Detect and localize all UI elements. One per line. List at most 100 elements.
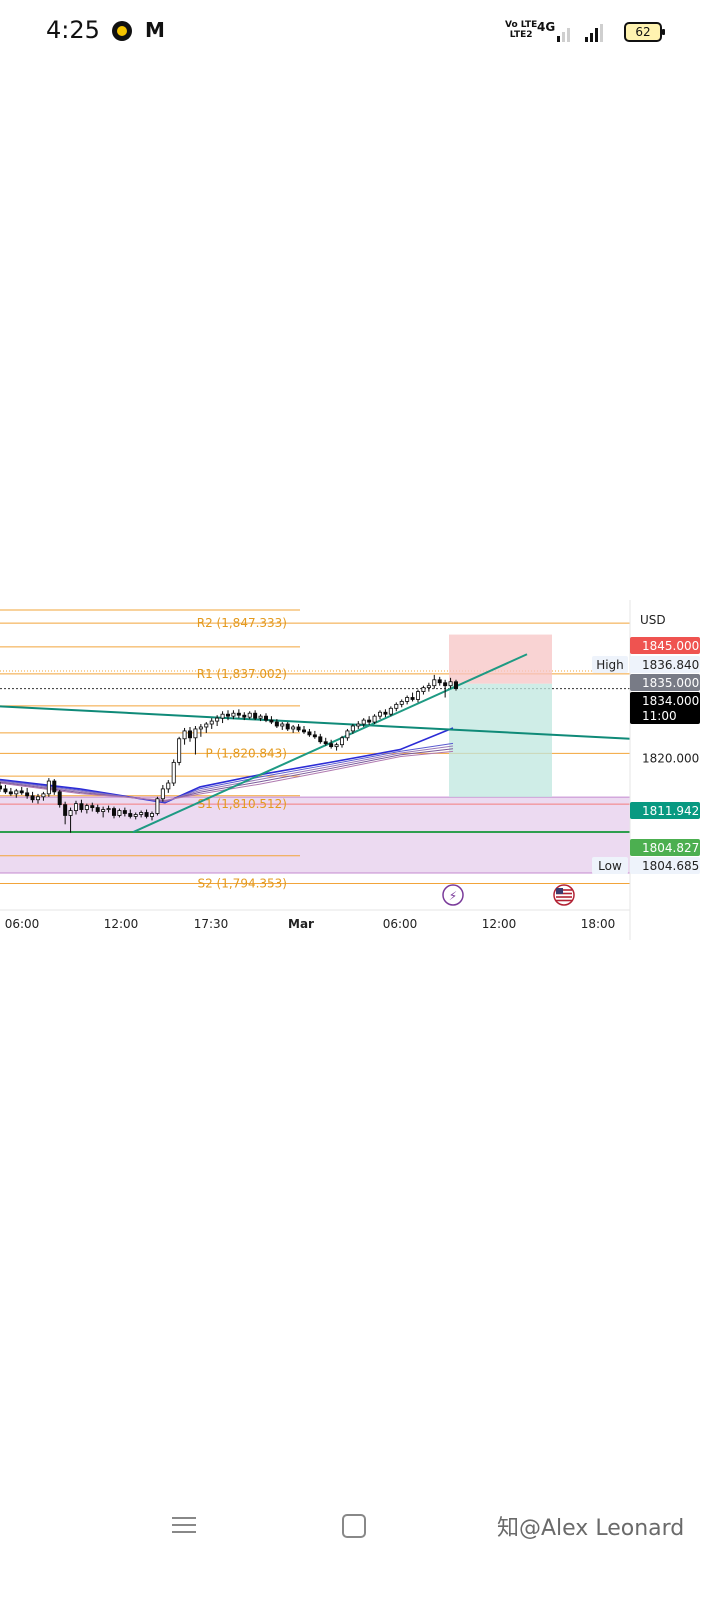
candle-body-31 <box>167 783 170 789</box>
candle-body-59 <box>319 737 322 742</box>
candle-body-26 <box>140 813 143 815</box>
zone-band <box>0 797 630 873</box>
time-tick-2: 17:30 <box>194 917 229 931</box>
candle-body-22 <box>118 811 121 816</box>
status-time: 4:25 <box>46 16 100 44</box>
candle-body-2 <box>9 792 12 794</box>
candle-body-47 <box>254 713 257 718</box>
network-type: 4G <box>537 20 555 34</box>
signal-strength-sim1-icon <box>557 24 577 42</box>
candle-body-71 <box>384 712 387 714</box>
price-chart[interactable]: R2 (1,847.333) R1 (1,837.002) P (1,820.843… <box>0 600 720 940</box>
candle-body-14 <box>74 804 77 811</box>
candle-body-9 <box>47 781 50 794</box>
candle-body-35 <box>188 731 191 738</box>
candle-body-51 <box>275 722 278 726</box>
candle-body-10 <box>53 781 56 792</box>
time-tick-3: Mar <box>288 917 314 931</box>
candle-body-0 <box>0 786 2 789</box>
candle-body-42 <box>226 714 229 716</box>
battery-icon: 62 <box>624 22 662 42</box>
candle-body-41 <box>221 714 224 718</box>
candle-body-34 <box>183 731 186 739</box>
candle-body-56 <box>302 730 305 732</box>
candle-body-37 <box>199 727 202 729</box>
candle-body-66 <box>357 724 360 726</box>
price-tag-value-6: 1804.685 <box>642 859 699 873</box>
candle-body-15 <box>80 804 83 810</box>
volte-line1: Vo LTE <box>505 20 537 30</box>
price-tag-value-4: 1811.942 <box>642 804 699 818</box>
candle-body-84 <box>454 682 457 689</box>
candle-body-82 <box>444 683 447 686</box>
watermark-text: 知@Alex Leonard <box>497 1510 684 1542</box>
candle-body-3 <box>15 791 18 794</box>
time-tick-6: 18:00 <box>581 917 616 931</box>
candle-body-43 <box>232 713 235 716</box>
stop-zone <box>449 635 552 684</box>
candle-body-32 <box>172 762 175 783</box>
candle-body-64 <box>346 731 349 738</box>
candle-body-52 <box>281 724 284 726</box>
candle-body-40 <box>216 718 219 721</box>
candle-body-83 <box>449 682 452 686</box>
candle-body-50 <box>270 720 273 722</box>
candle-body-12 <box>64 805 67 816</box>
candle-body-17 <box>91 806 94 808</box>
candle-body-1 <box>4 789 7 792</box>
time-tick-0: 06:00 <box>5 917 40 931</box>
candle-body-55 <box>297 727 300 730</box>
candle-body-8 <box>42 794 45 797</box>
candle-body-63 <box>340 738 343 745</box>
chart-canvas[interactable]: R2 (1,847.333) R1 (1,837.002) P (1,820.843… <box>0 600 720 940</box>
candle-body-79 <box>427 686 430 688</box>
candle-body-30 <box>161 789 164 799</box>
candle-body-74 <box>400 701 403 704</box>
candle-body-58 <box>313 735 316 737</box>
candle-body-33 <box>178 739 181 763</box>
time-tick-5: 12:00 <box>482 917 517 931</box>
time-tick-4: 06:00 <box>383 917 418 931</box>
candle-body-77 <box>416 692 419 700</box>
currency-label: USD <box>640 613 666 627</box>
candle-body-69 <box>373 716 376 722</box>
price-tag-time-3: 11:00 <box>642 709 677 723</box>
candle-body-39 <box>210 721 213 724</box>
recent-apps-button[interactable] <box>172 1512 196 1536</box>
candle-body-36 <box>194 729 197 738</box>
price-tag-value-0: 1845.000 <box>642 639 699 653</box>
price-tag-value-5: 1804.827 <box>642 841 699 855</box>
pivot-label-4: S2 (1,794.353) <box>197 877 287 891</box>
candle-body-4 <box>20 791 23 793</box>
candle-body-49 <box>264 716 267 720</box>
candle-body-60 <box>324 742 327 744</box>
home-button[interactable] <box>342 1514 366 1538</box>
signal-strength-sim2-icon <box>585 24 605 42</box>
candle-body-73 <box>395 704 398 708</box>
candle-body-78 <box>422 688 425 692</box>
candle-body-72 <box>389 708 392 714</box>
candle-body-38 <box>205 724 208 727</box>
candle-body-70 <box>378 712 381 716</box>
candle-body-45 <box>243 715 246 717</box>
gmail-icon: M <box>145 18 165 42</box>
candle-body-46 <box>248 713 251 717</box>
target-zone <box>449 684 552 797</box>
candle-body-28 <box>150 813 153 816</box>
status-bar: 4:25 M Vo LTE LTE2 4G 62 <box>0 0 720 64</box>
time-tick-1: 12:00 <box>104 917 139 931</box>
price-tag-label-6: Low <box>598 859 622 873</box>
candle-body-75 <box>406 697 409 701</box>
candle-body-44 <box>237 713 240 715</box>
volte-line2: LTE2 <box>505 30 537 40</box>
app-notification-icon <box>112 21 132 41</box>
candle-body-23 <box>123 811 126 814</box>
candle-body-5 <box>26 793 29 796</box>
candle-body-7 <box>36 797 39 800</box>
pivot-label-0: R2 (1,847.333) <box>197 616 287 630</box>
candle-body-61 <box>330 744 333 747</box>
price-tag-label-1: High <box>596 658 624 672</box>
moving-average-0 <box>0 728 453 803</box>
candle-body-25 <box>134 814 137 816</box>
candle-body-6 <box>31 796 34 800</box>
